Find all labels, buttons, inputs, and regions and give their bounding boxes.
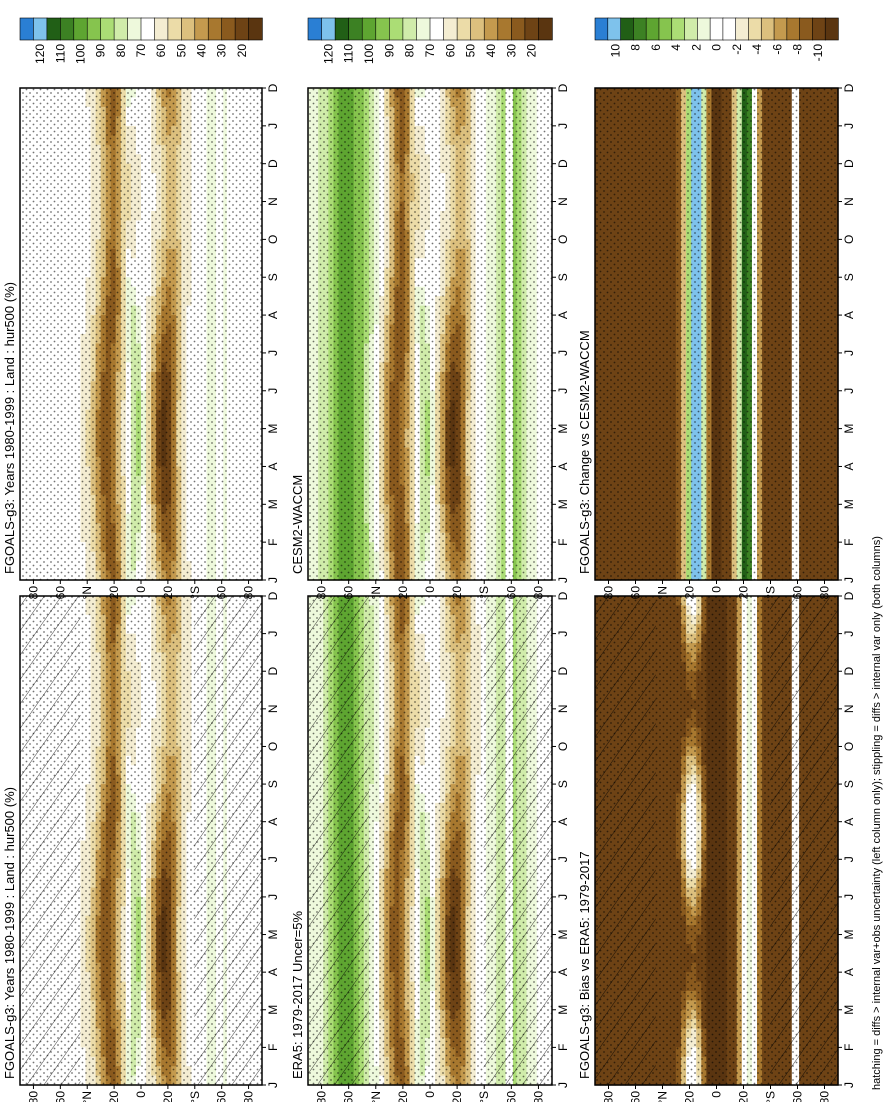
lat-tick-label: 20 bbox=[107, 1091, 121, 1102]
lat-tick-label: 20 bbox=[161, 1091, 175, 1102]
hatching-overlay bbox=[20, 596, 81, 1085]
month-tick-label: M bbox=[266, 930, 280, 940]
month-tick-label: J bbox=[266, 1082, 280, 1088]
lat-tick-label: 80 bbox=[26, 1091, 40, 1102]
chart-panel-p1: 80 60 °N 20 0 20 °S 60 80 J F M A M J J A S O N D J D FGOALS-g3… bbox=[2, 525, 280, 1102]
month-tick-label: M bbox=[266, 1005, 280, 1015]
month-tick-label: D bbox=[266, 591, 280, 600]
lat-tick-label: °S bbox=[188, 1091, 202, 1102]
panel-title: FGOALS-g3: Years 1980-1999 : Land : hur5… bbox=[2, 787, 17, 1079]
month-tick-label: N bbox=[266, 705, 280, 714]
lat-tick-label: 0 bbox=[134, 1091, 148, 1098]
lat-tick-label: °N bbox=[80, 1091, 94, 1102]
lat-tick-label: 80 bbox=[242, 1091, 256, 1102]
month-tick-label: F bbox=[266, 1044, 280, 1051]
hatching-overlay bbox=[194, 596, 262, 1085]
month-tick-label: O bbox=[266, 742, 280, 751]
month-tick-label: J bbox=[266, 631, 280, 637]
month-tick-label: S bbox=[266, 780, 280, 788]
lat-tick-label: 60 bbox=[53, 1091, 67, 1102]
month-tick-label: A bbox=[266, 968, 280, 976]
month-tick-label: J bbox=[266, 894, 280, 900]
month-tick-label: D bbox=[266, 667, 280, 676]
lat-tick-label: 60 bbox=[215, 1091, 229, 1102]
month-tick-label: J bbox=[266, 856, 280, 862]
chart-panel-p2: 80 60 °N 20 0 20 °S 60 80JFMAMJJASONDJDFGOALS-g3… bbox=[2, 17, 280, 599]
month-tick-label: A bbox=[266, 818, 280, 826]
